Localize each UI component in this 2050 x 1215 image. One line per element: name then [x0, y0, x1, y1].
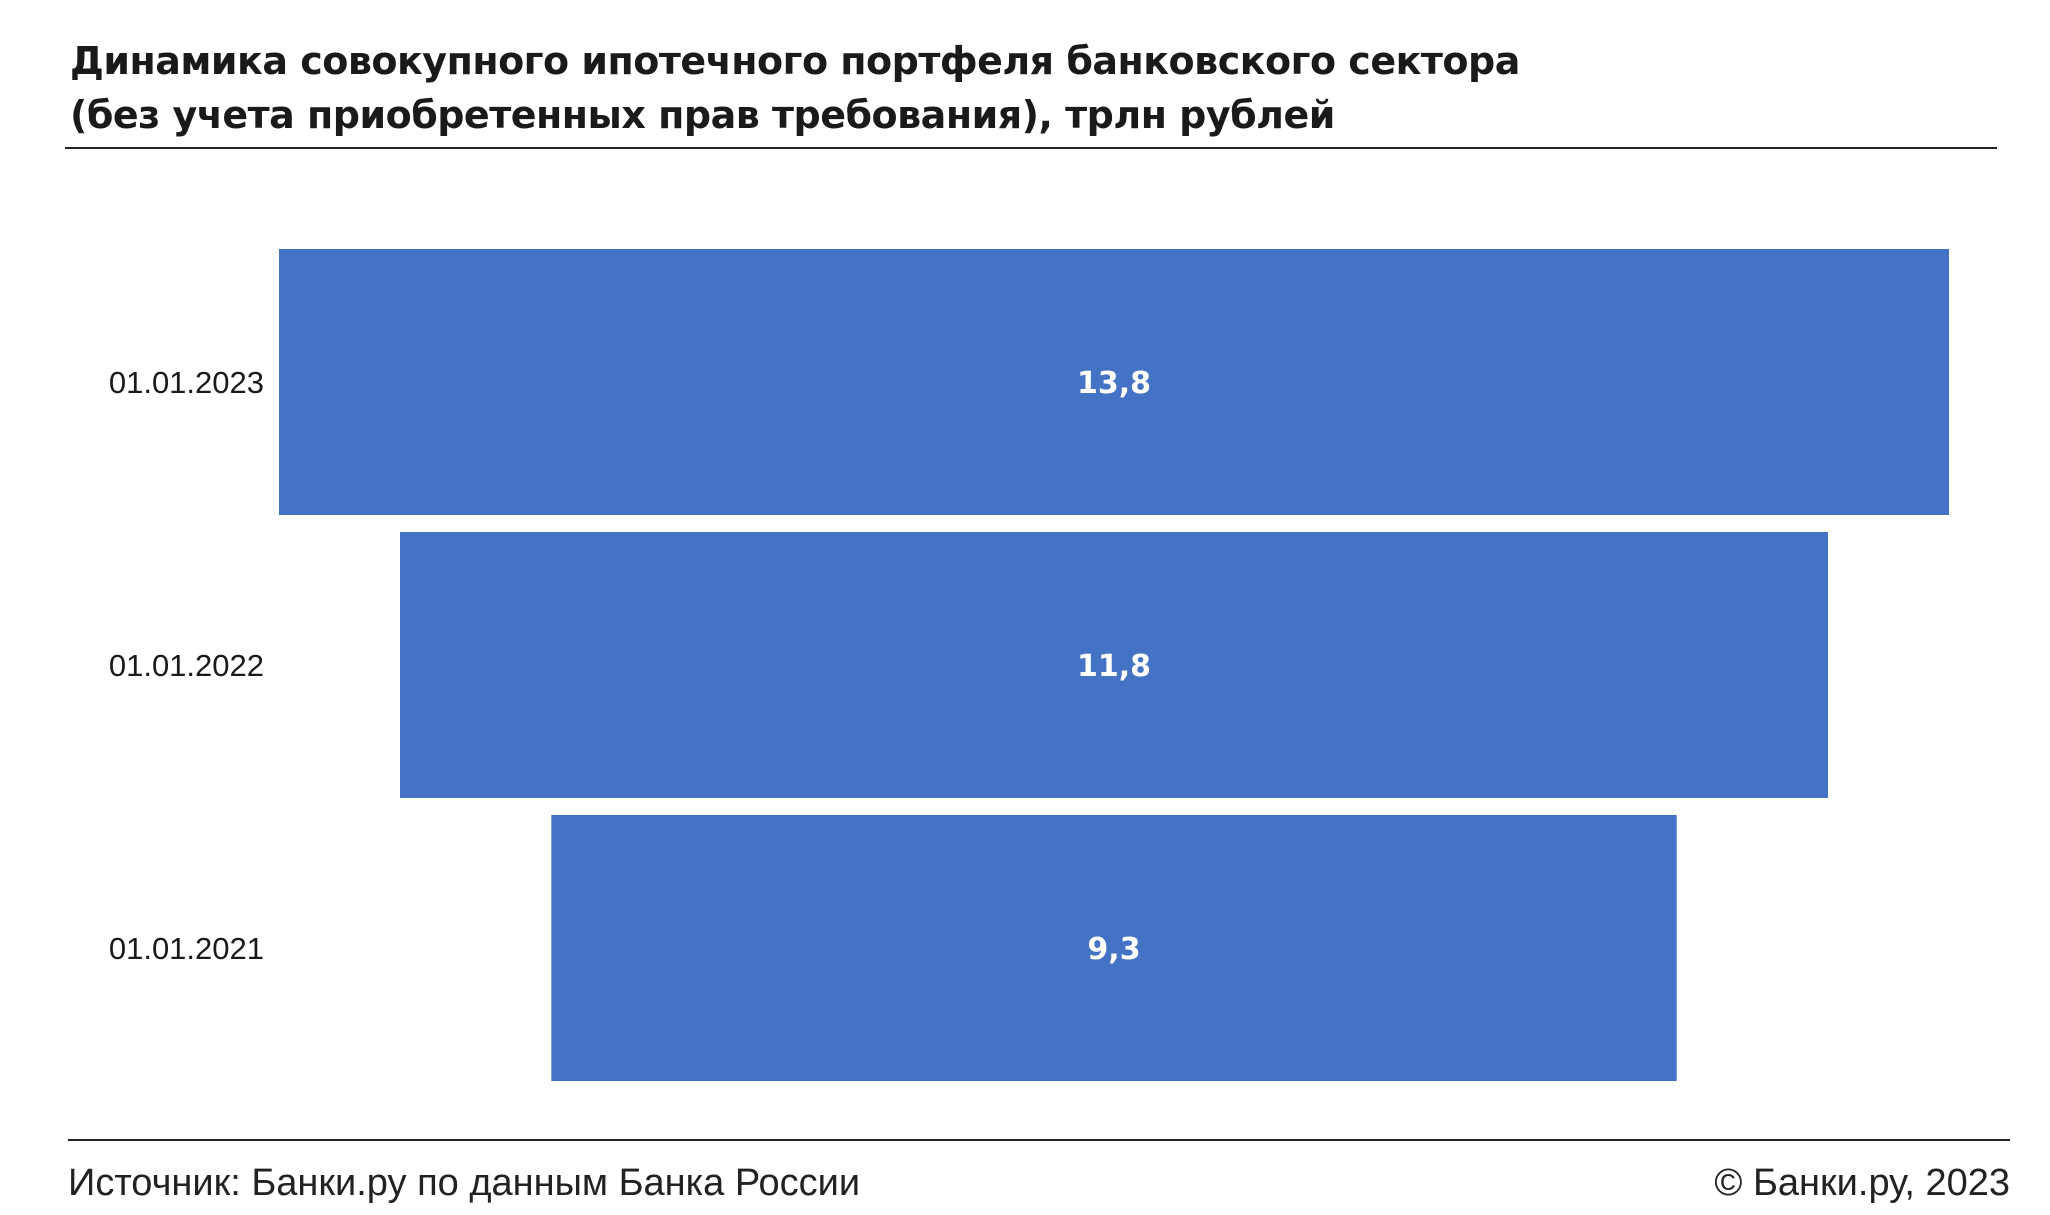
chart-title-line-2: (без учета приобретенных прав требования…	[70, 93, 1335, 137]
bar-value-label-01.01.2023: 13,8	[1077, 366, 1151, 401]
bar-01.01.2023	[279, 249, 1949, 515]
source-note: Источник: Банки.ру по данным Банка Росси…	[68, 1162, 861, 1204]
category-label-01.01.2022: 01.01.2022	[109, 648, 264, 683]
bar-01.01.2021	[551, 815, 1677, 1081]
chart-title: Динамика совокупного ипотечного портфеля…	[70, 34, 1970, 142]
category-label-01.01.2023: 01.01.2023	[109, 365, 264, 400]
chart-title-line-1: Динамика совокупного ипотечного портфеля…	[70, 39, 1520, 83]
copyright-note: © Банки.ру, 2023	[1714, 1162, 2010, 1204]
bottom-divider	[68, 1139, 2010, 1141]
bar-value-label-01.01.2022: 11,8	[1077, 649, 1151, 684]
bar-01.01.2022	[400, 532, 1828, 798]
top-divider	[65, 147, 1997, 149]
category-label-01.01.2021: 01.01.2021	[109, 931, 264, 966]
bar-value-label-01.01.2021: 9,3	[1087, 932, 1140, 967]
